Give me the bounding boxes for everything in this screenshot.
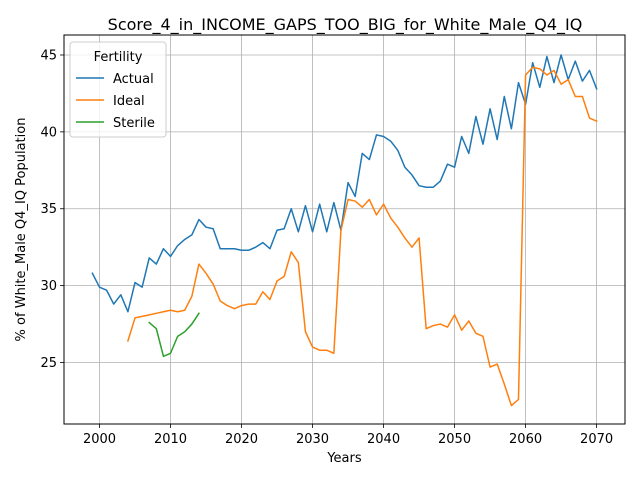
- x-tick-label: 2070: [580, 432, 613, 447]
- legend-label-actual: Actual: [113, 72, 154, 87]
- y-tick-label: 25: [40, 356, 57, 371]
- x-tick-label: 2020: [225, 432, 258, 447]
- legend-box: [69, 41, 167, 138]
- series-line-sterile: [148, 312, 200, 358]
- legend-label-sterile: Sterile: [113, 116, 155, 131]
- x-tick-label: 2030: [296, 432, 329, 447]
- y-tick-label: 40: [40, 125, 57, 140]
- series-line-actual: [91, 54, 598, 313]
- x-axis-title: Years: [326, 451, 362, 466]
- legend-entries: Actual Ideal Sterile: [76, 72, 155, 131]
- x-tick-label: 2060: [509, 432, 542, 447]
- x-axis: 2000 2010 2020 2030 2040 2050 2060 2070: [83, 424, 613, 447]
- y-axis: 25 30 35 40 45: [40, 48, 64, 371]
- legend: Fertility Actual Ideal Sterile: [69, 41, 167, 138]
- x-tick-label: 2000: [83, 432, 116, 447]
- y-tick-label: 30: [40, 279, 57, 294]
- legend-label-ideal: Ideal: [113, 94, 145, 109]
- x-tick-label: 2040: [367, 432, 400, 447]
- series-lines: [91, 54, 598, 407]
- x-tick-label: 2010: [154, 432, 187, 447]
- y-tick-label: 45: [40, 48, 57, 63]
- legend-title: Fertility: [94, 50, 143, 65]
- chart-title: Score_4_in_INCOME_GAPS_TOO_BIG_for_White…: [108, 15, 583, 35]
- series-line-ideal: [126, 66, 598, 407]
- plot-frame: [63, 34, 626, 425]
- y-tick-label: 35: [40, 202, 57, 217]
- y-axis-title: % of White_Male Q4_IQ Population: [14, 118, 29, 342]
- x-tick-label: 2050: [438, 432, 471, 447]
